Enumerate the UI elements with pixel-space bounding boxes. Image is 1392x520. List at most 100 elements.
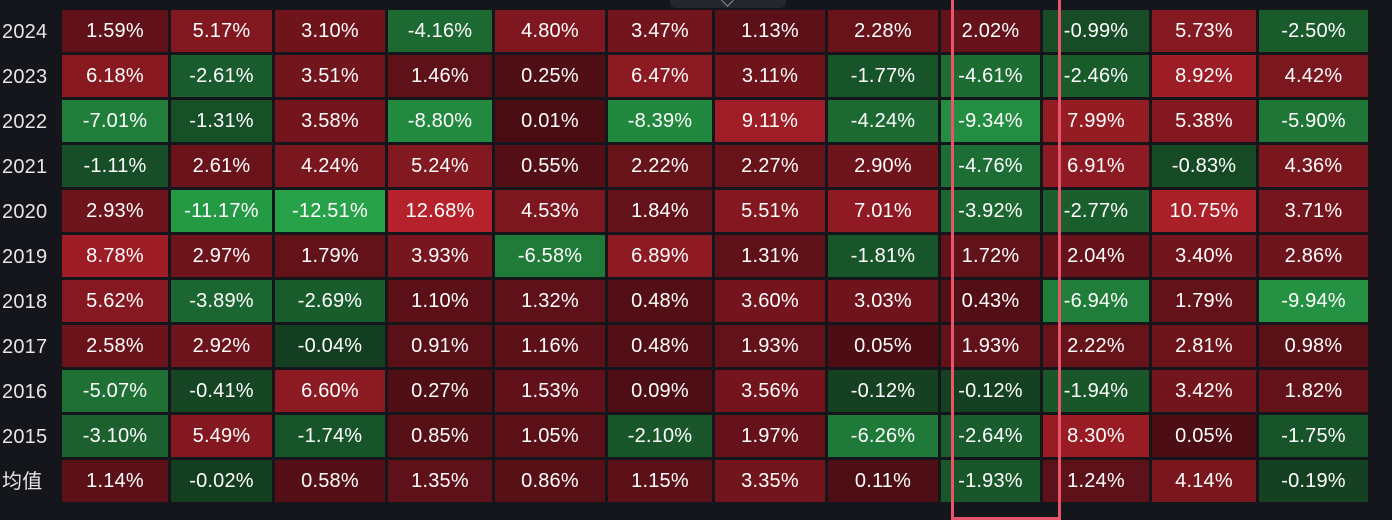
return-cell[interactable]: 1.35% — [388, 460, 492, 502]
return-cell[interactable]: 0.09% — [608, 370, 712, 412]
return-cell[interactable]: 3.56% — [715, 370, 825, 412]
return-cell[interactable]: -1.75% — [1259, 415, 1368, 457]
return-cell[interactable]: -0.19% — [1259, 460, 1368, 502]
return-cell[interactable]: -2.61% — [171, 55, 272, 97]
return-cell[interactable]: -8.39% — [608, 100, 712, 142]
return-cell[interactable]: -2.69% — [275, 280, 385, 322]
return-cell[interactable]: 6.47% — [608, 55, 712, 97]
return-cell[interactable]: -0.83% — [1152, 145, 1256, 187]
return-cell[interactable]: 0.01% — [495, 100, 605, 142]
return-cell[interactable]: 1.97% — [715, 415, 825, 457]
return-cell[interactable]: -1.94% — [1043, 370, 1149, 412]
return-cell[interactable]: 2.81% — [1152, 325, 1256, 367]
return-cell[interactable]: 3.58% — [275, 100, 385, 142]
return-cell[interactable]: 7.01% — [828, 190, 938, 232]
return-cell[interactable]: -5.07% — [62, 370, 168, 412]
return-cell[interactable]: 3.47% — [608, 10, 712, 52]
return-cell[interactable]: 1.15% — [608, 460, 712, 502]
return-cell[interactable]: 5.62% — [62, 280, 168, 322]
return-cell[interactable]: 2.04% — [1043, 235, 1149, 277]
return-cell[interactable]: -6.26% — [828, 415, 938, 457]
return-cell[interactable]: 5.73% — [1152, 10, 1256, 52]
return-cell[interactable]: 0.55% — [495, 145, 605, 187]
return-cell[interactable]: 0.11% — [828, 460, 938, 502]
return-cell[interactable]: 1.16% — [495, 325, 605, 367]
return-cell[interactable]: 0.58% — [275, 460, 385, 502]
return-cell[interactable]: -6.94% — [1043, 280, 1149, 322]
return-cell[interactable]: 3.40% — [1152, 235, 1256, 277]
return-cell[interactable]: -2.64% — [941, 415, 1040, 457]
return-cell[interactable]: 10.75% — [1152, 190, 1256, 232]
return-cell[interactable]: 0.27% — [388, 370, 492, 412]
return-cell[interactable]: -2.46% — [1043, 55, 1149, 97]
return-cell[interactable]: -2.77% — [1043, 190, 1149, 232]
return-cell[interactable]: -3.89% — [171, 280, 272, 322]
return-cell[interactable]: 1.13% — [715, 10, 825, 52]
return-cell[interactable]: 0.25% — [495, 55, 605, 97]
return-cell[interactable]: -1.77% — [828, 55, 938, 97]
return-cell[interactable]: -4.24% — [828, 100, 938, 142]
return-cell[interactable]: -2.10% — [608, 415, 712, 457]
return-cell[interactable]: 4.53% — [495, 190, 605, 232]
return-cell[interactable]: 6.60% — [275, 370, 385, 412]
return-cell[interactable]: -9.94% — [1259, 280, 1368, 322]
return-cell[interactable]: 0.85% — [388, 415, 492, 457]
return-cell[interactable]: -1.11% — [62, 145, 168, 187]
return-cell[interactable]: 2.58% — [62, 325, 168, 367]
return-cell[interactable]: -8.80% — [388, 100, 492, 142]
return-cell[interactable]: 4.80% — [495, 10, 605, 52]
return-cell[interactable]: -4.76% — [941, 145, 1040, 187]
return-cell[interactable]: -1.93% — [941, 460, 1040, 502]
return-cell[interactable]: -12.51% — [275, 190, 385, 232]
return-cell[interactable]: 4.24% — [275, 145, 385, 187]
return-cell[interactable]: 0.43% — [941, 280, 1040, 322]
return-cell[interactable]: 3.71% — [1259, 190, 1368, 232]
return-cell[interactable]: -2.50% — [1259, 10, 1368, 52]
return-cell[interactable]: 2.22% — [1043, 325, 1149, 367]
return-cell[interactable]: 8.92% — [1152, 55, 1256, 97]
return-cell[interactable]: 2.28% — [828, 10, 938, 52]
return-cell[interactable]: 1.14% — [62, 460, 168, 502]
return-cell[interactable]: 12.68% — [388, 190, 492, 232]
return-cell[interactable]: 5.49% — [171, 415, 272, 457]
return-cell[interactable]: 1.53% — [495, 370, 605, 412]
return-cell[interactable]: 1.05% — [495, 415, 605, 457]
return-cell[interactable]: -1.81% — [828, 235, 938, 277]
return-cell[interactable]: 0.48% — [608, 325, 712, 367]
return-cell[interactable]: 3.10% — [275, 10, 385, 52]
return-cell[interactable]: 3.51% — [275, 55, 385, 97]
return-cell[interactable]: 3.60% — [715, 280, 825, 322]
return-cell[interactable]: -0.12% — [941, 370, 1040, 412]
panel-drag-handle[interactable] — [670, 0, 786, 8]
return-cell[interactable]: 2.97% — [171, 235, 272, 277]
return-cell[interactable]: 1.32% — [495, 280, 605, 322]
return-cell[interactable]: 4.42% — [1259, 55, 1368, 97]
return-cell[interactable]: 4.14% — [1152, 460, 1256, 502]
return-cell[interactable]: -4.61% — [941, 55, 1040, 97]
return-cell[interactable]: -3.92% — [941, 190, 1040, 232]
return-cell[interactable]: -1.31% — [171, 100, 272, 142]
return-cell[interactable]: 4.36% — [1259, 145, 1368, 187]
return-cell[interactable]: 5.51% — [715, 190, 825, 232]
return-cell[interactable]: 2.22% — [608, 145, 712, 187]
return-cell[interactable]: 1.93% — [715, 325, 825, 367]
return-cell[interactable]: -3.10% — [62, 415, 168, 457]
return-cell[interactable]: 6.91% — [1043, 145, 1149, 187]
return-cell[interactable]: 2.02% — [941, 10, 1040, 52]
return-cell[interactable]: 0.05% — [828, 325, 938, 367]
return-cell[interactable]: 2.92% — [171, 325, 272, 367]
return-cell[interactable]: 3.35% — [715, 460, 825, 502]
return-cell[interactable]: 5.38% — [1152, 100, 1256, 142]
return-cell[interactable]: 1.79% — [275, 235, 385, 277]
return-cell[interactable]: 9.11% — [715, 100, 825, 142]
return-cell[interactable]: 2.86% — [1259, 235, 1368, 277]
return-cell[interactable]: 0.48% — [608, 280, 712, 322]
return-cell[interactable]: 0.86% — [495, 460, 605, 502]
return-cell[interactable]: -1.74% — [275, 415, 385, 457]
return-cell[interactable]: 3.93% — [388, 235, 492, 277]
return-cell[interactable]: 1.93% — [941, 325, 1040, 367]
return-cell[interactable]: 8.30% — [1043, 415, 1149, 457]
return-cell[interactable]: 6.18% — [62, 55, 168, 97]
return-cell[interactable]: 1.82% — [1259, 370, 1368, 412]
return-cell[interactable]: 1.59% — [62, 10, 168, 52]
